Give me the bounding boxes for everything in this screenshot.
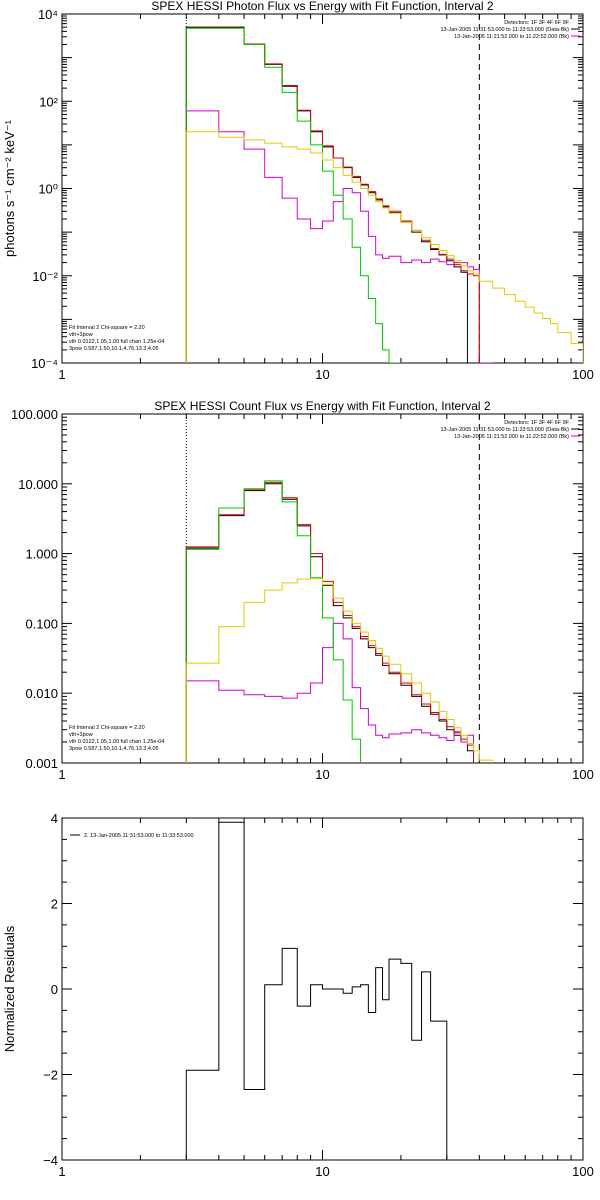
- series-line: [185, 821, 448, 1160]
- y-tick-label: −2: [43, 1068, 58, 1083]
- series-line: [185, 481, 475, 763]
- plot-frame: [61, 13, 584, 364]
- series-line: [185, 27, 402, 363]
- chart-panel-2: SPEX HESSI Count Flux vs Energy with Fit…: [11, 399, 594, 782]
- y-tick-label: 0.001: [25, 756, 58, 771]
- y-axis-label: Normalized Residuals: [2, 925, 17, 1052]
- y-tick-label: 4: [51, 811, 58, 826]
- y-tick-label: 1.000: [25, 547, 58, 562]
- series-group: [185, 26, 583, 363]
- legend-bottom-left-text: vth 0.0122,1.05,1.00 full chan 1.25e-04: [69, 739, 164, 745]
- y-tick-label: 0.010: [25, 686, 58, 701]
- y-tick-label: 10²: [39, 94, 58, 109]
- x-tick-label: 1: [58, 367, 65, 382]
- legend-bottom-left-text: vth+3pow: [69, 332, 93, 338]
- chart-title: SPEX HESSI Photon Flux vs Energy with Fi…: [151, 0, 493, 13]
- y-tick-label: 0.100: [25, 616, 58, 631]
- y-tick-label: 100.000: [11, 407, 58, 422]
- y-tick-label: 0: [51, 982, 58, 997]
- legend-top-right-text: 13-Jan-2005 11:31:53.000 to 11:33:53.000…: [440, 427, 569, 433]
- series-line: [185, 131, 583, 363]
- series-line: [185, 577, 494, 763]
- legend-bottom-left-text: 3pow 0.587,1.50,10.1,4.76,13.3,4.05: [69, 746, 159, 752]
- y-tick-label: 10⁻⁴: [31, 356, 58, 371]
- series-line: [185, 622, 475, 763]
- y-tick-label: 10⁻²: [32, 269, 58, 284]
- series-line: [185, 483, 475, 763]
- legend-top-left-text: 2. 13-Jan-2005 11:31:53.000 to 11:33:53.…: [84, 833, 194, 839]
- chart-panel-1: SPEX HESSI Photon Flux vs Energy with Fi…: [2, 0, 594, 382]
- legend-bottom-left-text: Fit Interval 2 Chi-square = 2.20: [69, 725, 145, 731]
- y-axis-label: photons s⁻¹ cm⁻² keV⁻¹: [2, 119, 17, 257]
- y-tick-label: 10.000: [18, 477, 58, 492]
- legend-top-right-text: 13-Jan-2005 11:31:53.000 to 11:33:53.000…: [440, 27, 569, 33]
- legend-bottom-left-text: 3pow 0.587,1.50,10.1,4.76,13.3,4.05: [69, 346, 159, 352]
- series-line: [185, 26, 468, 363]
- chart-panel-3: Normalized Residuals 1 10 100 −4 −2 0 2 4 2. 13-J…: [2, 811, 594, 1179]
- series-group: [185, 821, 448, 1160]
- series-group: [185, 480, 494, 763]
- x-tick-label: 1: [58, 1164, 65, 1179]
- x-tick-label: 10: [315, 767, 329, 782]
- x-tick-label: 100: [572, 367, 594, 382]
- legend-top-right-text: 13-Jan-2005 11:21:52.000 to 11:22:52.000…: [454, 434, 569, 440]
- y-tick-label: 2: [51, 897, 58, 912]
- y-tick-label: 10⁰: [38, 182, 58, 197]
- series-line: [185, 480, 362, 763]
- series-line: [185, 110, 494, 363]
- x-tick-label: 10: [315, 367, 329, 382]
- x-tick-label: 10: [315, 1164, 329, 1179]
- legend-top-right-text: Detectors: 1F 3F 4F 6F 9F: [504, 20, 569, 26]
- legend-top-right-text: 13-Jan-2005 11:21:52.000 to 11:22:52.000…: [454, 34, 569, 40]
- legend-top-right-text: Detectors: 1F 3F 4F 6F 9F: [504, 420, 569, 426]
- legend-bottom-left-text: Fit Interval 2 Chi-square = 2.20: [69, 325, 145, 331]
- legend-bottom-left-text: vth 0.0122,1.05,1.00 full chan 1.25e-04: [69, 339, 164, 345]
- legend-bottom-left-text: vth+3pow: [69, 732, 93, 738]
- x-tick-label: 100: [572, 767, 594, 782]
- y-tick-label: 10⁴: [38, 7, 58, 22]
- chart-title: SPEX HESSI Count Flux vs Energy with Fit…: [154, 399, 490, 413]
- y-tick-label: −4: [43, 1153, 58, 1168]
- x-tick-label: 1: [58, 767, 65, 782]
- x-tick-label: 100: [572, 1164, 594, 1179]
